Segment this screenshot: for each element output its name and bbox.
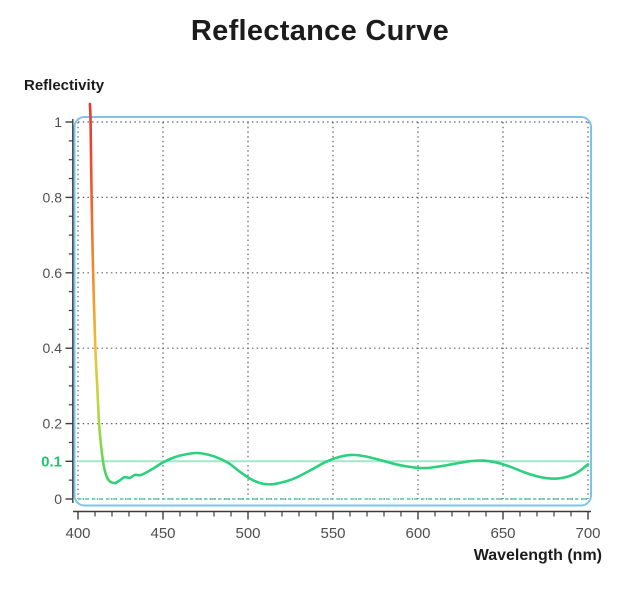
x-tick-label-550: 550 — [320, 525, 345, 542]
y-tick-label-0.2: 0.2 — [43, 416, 63, 432]
y-tick-label-0.1: 0.1 — [41, 453, 62, 470]
y-tick-label-1: 1 — [54, 114, 62, 130]
y-tick-label-0: 0 — [54, 491, 62, 507]
plot-frame — [73, 116, 592, 507]
y-axis-title: Reflectivity — [24, 77, 105, 94]
reflectance-curve-descent — [88, 102, 117, 485]
x-tick-label-400: 400 — [65, 525, 90, 542]
x-tick-label-600: 600 — [405, 525, 430, 542]
x-tick-label-700: 700 — [575, 525, 600, 542]
x-axis-title: Wavelength (nm) — [473, 547, 602, 564]
chart-title: Reflectance Curve — [190, 15, 450, 47]
y-tick-label-0.6: 0.6 — [43, 265, 63, 281]
x-tick-label-650: 650 — [490, 525, 515, 542]
reflectance-curve — [114, 451, 590, 486]
y-tick-label-0.4: 0.4 — [43, 340, 63, 356]
x-tick-label-450: 450 — [150, 525, 175, 542]
x-tick-label-500: 500 — [235, 525, 260, 542]
y-tick-label-0.8: 0.8 — [43, 189, 63, 205]
